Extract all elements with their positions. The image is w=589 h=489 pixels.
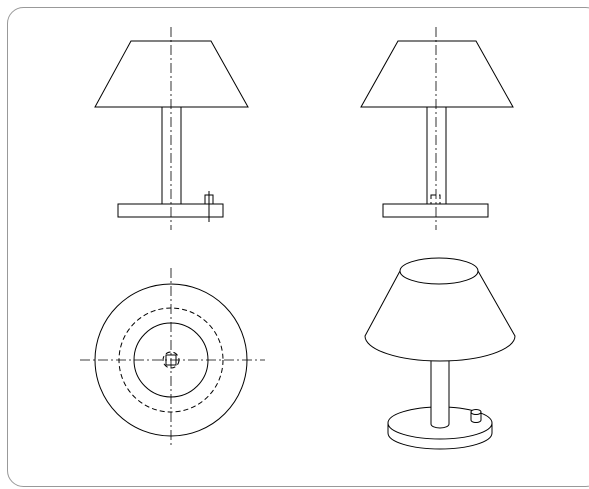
side-stem — [426, 106, 447, 205]
side-lampshade — [360, 40, 514, 108]
front-lampshade — [94, 40, 249, 108]
iso-lampshade — [364, 257, 516, 362]
front-view — [94, 27, 249, 230]
iso-switch — [470, 409, 482, 423]
side-base — [382, 203, 489, 218]
side-switch-hidden — [430, 194, 441, 205]
front-stem — [161, 106, 182, 205]
isometric-view — [364, 257, 516, 450]
side-view — [360, 27, 514, 230]
front-switch — [204, 191, 214, 222]
front-base — [117, 203, 224, 218]
drawing-frame — [7, 7, 589, 487]
top-view — [80, 268, 265, 447]
